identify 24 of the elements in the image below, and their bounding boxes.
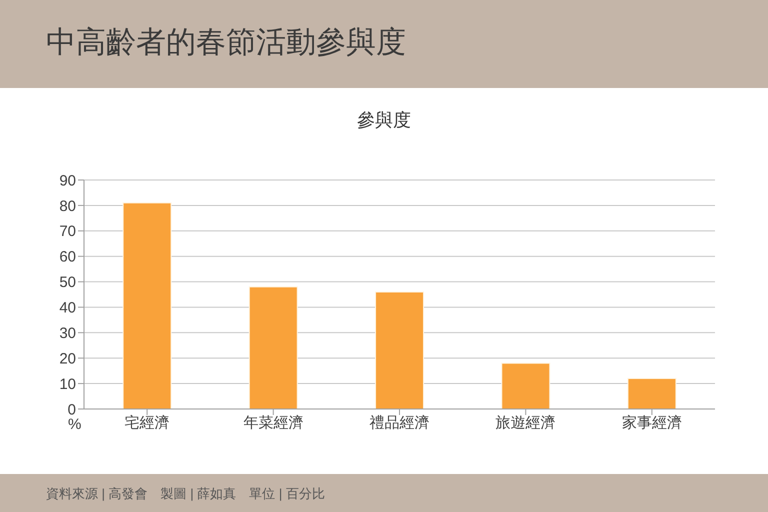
- y-tick-label: 40: [59, 300, 76, 317]
- chart-title: 中高齡者的春節活動參與度: [46, 25, 406, 61]
- x-tick-label: 旅遊經濟: [496, 414, 556, 432]
- x-tick-label: 禮品經濟: [370, 414, 430, 432]
- bar: [122, 202, 172, 409]
- y-axis-title: %: [68, 416, 82, 433]
- source-note: 資料來源 | 高發會 製圖 | 薛如真 單位 | 百分比: [46, 485, 325, 503]
- y-tick-label: 30: [59, 324, 76, 342]
- y-tick-label: 80: [59, 198, 76, 215]
- x-tick-label: 宅經濟: [124, 414, 170, 432]
- bar: [248, 286, 298, 409]
- y-tick-label: 70: [59, 223, 76, 240]
- y-tick-label: 60: [59, 248, 76, 266]
- x-tick-label: 年菜經濟: [243, 414, 304, 432]
- y-tick-label: 20: [59, 350, 76, 368]
- bar: [627, 378, 676, 409]
- x-tick-label: 家事經濟: [622, 414, 682, 432]
- bar: [501, 362, 550, 409]
- y-tick-label: 10: [59, 376, 76, 393]
- y-tick-label: 50: [59, 274, 76, 292]
- y-tick-label: 90: [59, 172, 76, 190]
- bar: [375, 291, 424, 409]
- chart-subtitle: 參與度: [356, 109, 412, 132]
- y-tick-label: 0: [68, 401, 76, 418]
